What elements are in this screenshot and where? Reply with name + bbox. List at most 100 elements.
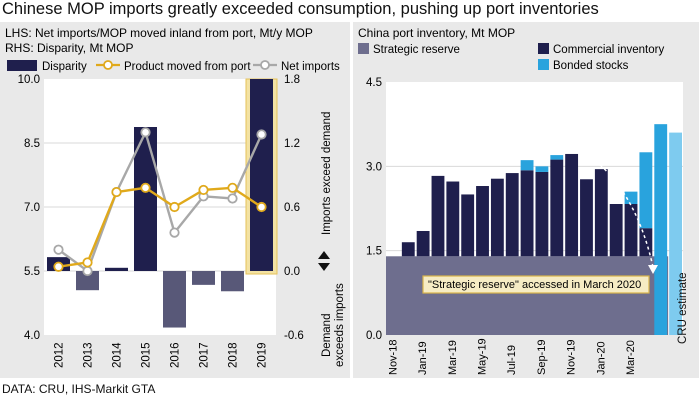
x-tick-label: May-19 [477, 338, 489, 375]
series-point [82, 265, 93, 277]
disparity-bar [134, 127, 157, 271]
left-chart-panel: LHS: Net imports/MOP moved inland from p… [0, 22, 350, 378]
series-point [53, 261, 64, 272]
bonded-stocks-bar [654, 124, 668, 336]
commercial-inventory-bar [416, 230, 430, 257]
left-annotations: Imports exceed demand Demand exceeds imp… [318, 112, 346, 367]
commercial-inventory-bar [550, 159, 564, 257]
x-tick-label: 2019 [257, 342, 269, 368]
right-axis-ytick-label: 1.2 [284, 138, 300, 150]
source-note: DATA: CRU, IHS-Markit GTA [2, 382, 156, 396]
series-point [227, 182, 238, 193]
right-axis-ytick-label: -0.6 [284, 330, 304, 342]
right-axis-ytick-label: 1.8 [284, 74, 300, 86]
x-tick-label: 2018 [228, 342, 240, 368]
series-point [82, 257, 93, 268]
disparity-bar [105, 267, 128, 271]
left-ytick-label: 7.0 [24, 202, 40, 214]
x-tick-label: 2016 [170, 342, 182, 368]
left-ytick-label: 8.5 [24, 138, 40, 150]
series-point [111, 186, 122, 198]
x-tick-label: Mar-20 [625, 340, 637, 375]
disparity-bar [76, 271, 99, 291]
commercial-inventory-bar [565, 153, 579, 257]
x-tick-label: Sep-19 [536, 340, 548, 375]
commercial-inventory-bar [609, 204, 623, 257]
series-point [140, 127, 151, 138]
legend-swatch-bonded [538, 59, 549, 70]
legend-marker-moved [103, 60, 113, 70]
annotation-demand-exceeds-line-1: Demand [321, 314, 333, 357]
disparity-bar [250, 79, 273, 271]
commercial-inventory-bar [461, 194, 475, 257]
reserve-arrow-head-icon [648, 265, 658, 274]
cru-estimate-label: CRU estimate [677, 272, 689, 344]
series-point [140, 182, 151, 193]
strategic-reserve-bar [386, 256, 669, 335]
x-tick-label: 2017 [199, 342, 211, 368]
right-ytick-label: 1.5 [366, 246, 382, 258]
legend-swatch-strategic [358, 43, 369, 54]
right-chart-panel: China port inventory, Mt MOP Strategic r… [353, 22, 699, 378]
series-point [169, 227, 180, 238]
x-tick-label: Mar-19 [447, 340, 459, 375]
bonded-stocks-bar [669, 132, 682, 335]
legend-label-moved: Product moved from port [124, 61, 251, 73]
left-ytick-label: 5.5 [24, 266, 40, 278]
commercial-inventory-bar [535, 171, 549, 257]
disparity-bar [163, 271, 186, 328]
bonded-stocks-bar [520, 160, 534, 171]
annotation-imports-exceed: Imports exceed demand [321, 112, 333, 235]
x-tick-label: Jan-19 [417, 341, 429, 375]
bonded-stocks-bar [535, 166, 549, 172]
callout-text: "Strategic reserve" accessed in March 20… [428, 279, 641, 291]
right-ytick-label: 3.0 [366, 161, 382, 173]
legend-swatch-disparity [7, 60, 37, 71]
left-chart: LHS: Net imports/MOP moved inland from p… [5, 26, 346, 368]
callout-box: "Strategic reserve" accessed in March 20… [422, 275, 650, 294]
left-plot-area: 10.0 8.5 7.0 5.5 4.0 1.8 1.2 0.6 0.0 -0.6 2012 2013… [18, 74, 304, 368]
bonded-stocks-bar [550, 155, 564, 160]
disparity-bar [192, 271, 215, 285]
commercial-inventory-bar [505, 173, 519, 257]
commercial-inventory-bar [490, 178, 504, 257]
series-point [256, 129, 267, 140]
arrow-up-icon [318, 251, 330, 259]
x-tick-label: 2012 [54, 342, 66, 368]
x-tick-label: Nov-18 [387, 340, 399, 375]
right-chart: China port inventory, Mt MOP Strategic r… [358, 26, 689, 375]
series-point [227, 193, 238, 204]
right-axis-ytick-label: 0.0 [284, 266, 300, 278]
left-subtitle-line-1: LHS: Net imports/MOP moved inland from p… [5, 26, 313, 40]
legend-label-disparity: Disparity [42, 61, 87, 73]
callout-background [422, 275, 650, 294]
bonded-stocks-bar [639, 152, 653, 229]
x-tick-label: 2014 [112, 342, 124, 368]
legend-label-commercial: Commercial inventory [553, 44, 664, 56]
legend-label-bonded: Bonded stocks [553, 60, 629, 72]
commercial-inventory-bar [624, 204, 638, 257]
right-ytick-label: 0.0 [366, 330, 382, 342]
left-legend: Disparity Product moved from port Net im… [7, 60, 340, 73]
right-ytick-label: 4.5 [366, 77, 382, 89]
disparity-bar [221, 271, 244, 292]
commercial-inventory-bar [446, 181, 460, 257]
series-point [198, 184, 209, 196]
series-point [256, 201, 267, 213]
commercial-inventory-bar [431, 175, 445, 257]
arrow-down-icon [318, 263, 330, 271]
right-plot-area: 4.5 3.0 1.5 0.0 Nov-18 Jan-19 Mar-19 May-19 Jul-… [366, 77, 683, 375]
right-axis-ytick-label: 0.6 [284, 202, 300, 214]
series-point [169, 201, 180, 213]
series-point [53, 244, 64, 255]
page-title: Chinese MOP imports greatly exceeded con… [2, 0, 599, 18]
legend-swatch-commercial [538, 43, 549, 54]
right-legend: Strategic reserve Commercial inventory B… [358, 43, 664, 72]
commercial-inventory-bar [520, 170, 534, 257]
annotation-demand-exceeds-line-2: exceeds imports [334, 283, 346, 367]
x-tick-label: 2013 [83, 342, 95, 368]
x-tick-label: 2015 [141, 342, 153, 368]
commercial-inventory-bar [401, 242, 415, 257]
left-ytick-label: 4.0 [24, 330, 40, 342]
left-subtitle-line-2: RHS: Disparity, Mt MOP [5, 41, 133, 55]
